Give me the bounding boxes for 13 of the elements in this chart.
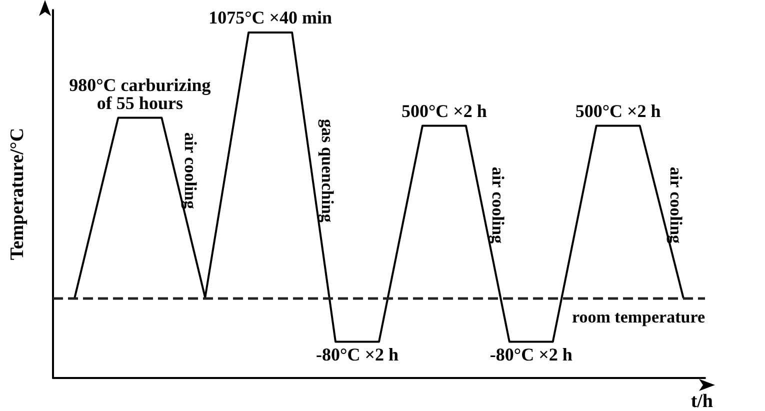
- x-axis-title: t/h: [690, 391, 714, 411]
- annotation: air cooling: [488, 166, 508, 244]
- annotation: 500°C ×2 h: [575, 100, 661, 121]
- ref-line-label: room temperature: [572, 308, 706, 327]
- annotation: air cooling: [180, 132, 200, 210]
- annotation: 500°C ×2 h: [401, 100, 487, 121]
- y-axis-title: Temperature/°C: [7, 128, 28, 260]
- text: 1075°C ×40 min: [208, 7, 332, 28]
- annotation: -80°C ×2 h: [316, 344, 398, 365]
- annotation: gas quenching: [318, 118, 337, 223]
- annotation: air cooling: [666, 166, 686, 244]
- annotation: -80°C ×2 h: [490, 344, 572, 365]
- annotation: 980°C carburizing of 55 hours: [69, 74, 211, 113]
